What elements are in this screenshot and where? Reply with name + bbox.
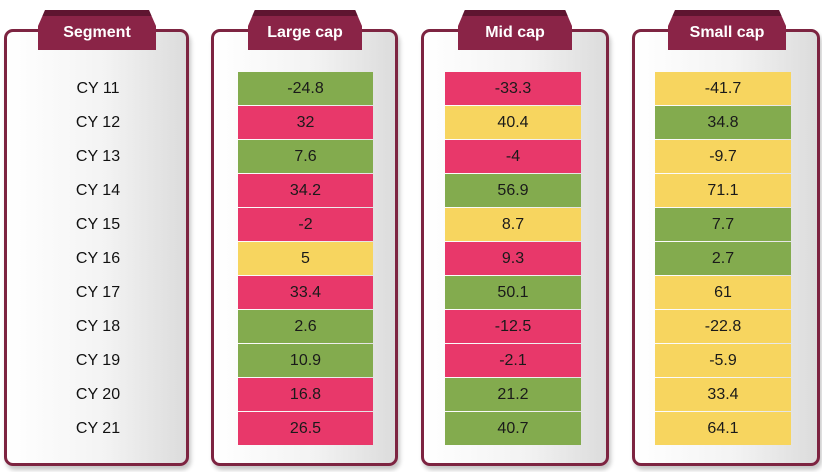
mid-cap-value-cell: -2.1 [445,344,581,377]
large-cap-value-cell: 10.9 [238,344,373,377]
segment-row-label: CY 19 [75,352,121,369]
segment-panel [4,29,189,466]
mid-cap-column: -33.3 40.4 -4 56.9 8.7 9.3 50.1 -12.5 -2.1 21.2 40… [445,72,581,446]
small-cap-value-cell: -22.8 [655,310,791,343]
large-cap-value-cell: 33.4 [238,276,373,309]
mid-cap-value-cell: 56.9 [445,174,581,207]
large-cap-value-cell: 34.2 [238,174,373,207]
large-cap-column: -24.8 32 7.6 34.2 -2 5 33.4 2.6 10.9 16.8 26.5 [238,72,373,446]
small-cap-value-cell: 64.1 [655,412,791,445]
mid-cap-value-cell: -4 [445,140,581,173]
large-cap-value-cell: 32 [238,106,373,139]
mid-cap-value-cell: 8.7 [445,208,581,241]
small-cap-value-cell: -41.7 [655,72,791,105]
segment-column: CY 11 CY 12 CY 13 CY 14 CY 15 CY 16 CY 17 CY 18… [33,72,163,446]
large-cap-value-cell: -2 [238,208,373,241]
large-cap-value-cell: 7.6 [238,140,373,173]
segment-row-label: CY 16 [75,250,121,267]
mid-cap-value-cell: 40.4 [445,106,581,139]
small-cap-value-cell: 34.8 [655,106,791,139]
large-cap-value-cell: 16.8 [238,378,373,411]
large-cap-value-cell: -24.8 [238,72,373,105]
mid-cap-header-label: Mid cap [485,24,545,41]
mid-cap-value-cell: 40.7 [445,412,581,445]
small-cap-header-label: Small cap [689,24,765,41]
small-cap-value-cell: 61 [655,276,791,309]
small-cap-value-cell: 2.7 [655,242,791,275]
small-cap-value-cell: 71.1 [655,174,791,207]
segment-row-label: CY 18 [75,318,121,335]
segment-row-label: CY 13 [75,148,121,165]
segment-header-label: Segment [63,24,131,41]
segment-row-label: CY 20 [75,386,121,403]
small-cap-header: Small cap [668,10,786,50]
small-cap-value-cell: -9.7 [655,140,791,173]
segment-row-label: CY 12 [75,114,121,131]
large-cap-header: Large cap [248,10,362,50]
segment-row-label: CY 11 [76,80,120,97]
large-cap-value-cell: 26.5 [238,412,373,445]
segment-header: Segment [38,10,156,50]
segment-row-label: CY 21 [75,420,121,437]
mid-cap-header: Mid cap [458,10,572,50]
small-cap-value-cell: 33.4 [655,378,791,411]
mid-cap-value-cell: 9.3 [445,242,581,275]
segment-row-label: CY 15 [75,216,121,233]
small-cap-column: -41.7 34.8 -9.7 71.1 7.7 2.7 61 -22.8 -5.9 33.4 64… [655,72,791,446]
large-cap-header-label: Large cap [267,24,343,41]
segment-row-label: CY 17 [75,284,121,301]
small-cap-value-cell: -5.9 [655,344,791,377]
large-cap-value-cell: 5 [238,242,373,275]
mid-cap-value-cell: -12.5 [445,310,581,343]
mid-cap-value-cell: 50.1 [445,276,581,309]
small-cap-value-cell: 7.7 [655,208,791,241]
large-cap-value-cell: 2.6 [238,310,373,343]
mid-cap-value-cell: 21.2 [445,378,581,411]
segment-row-label: CY 14 [75,182,121,199]
mid-cap-value-cell: -33.3 [445,72,581,105]
